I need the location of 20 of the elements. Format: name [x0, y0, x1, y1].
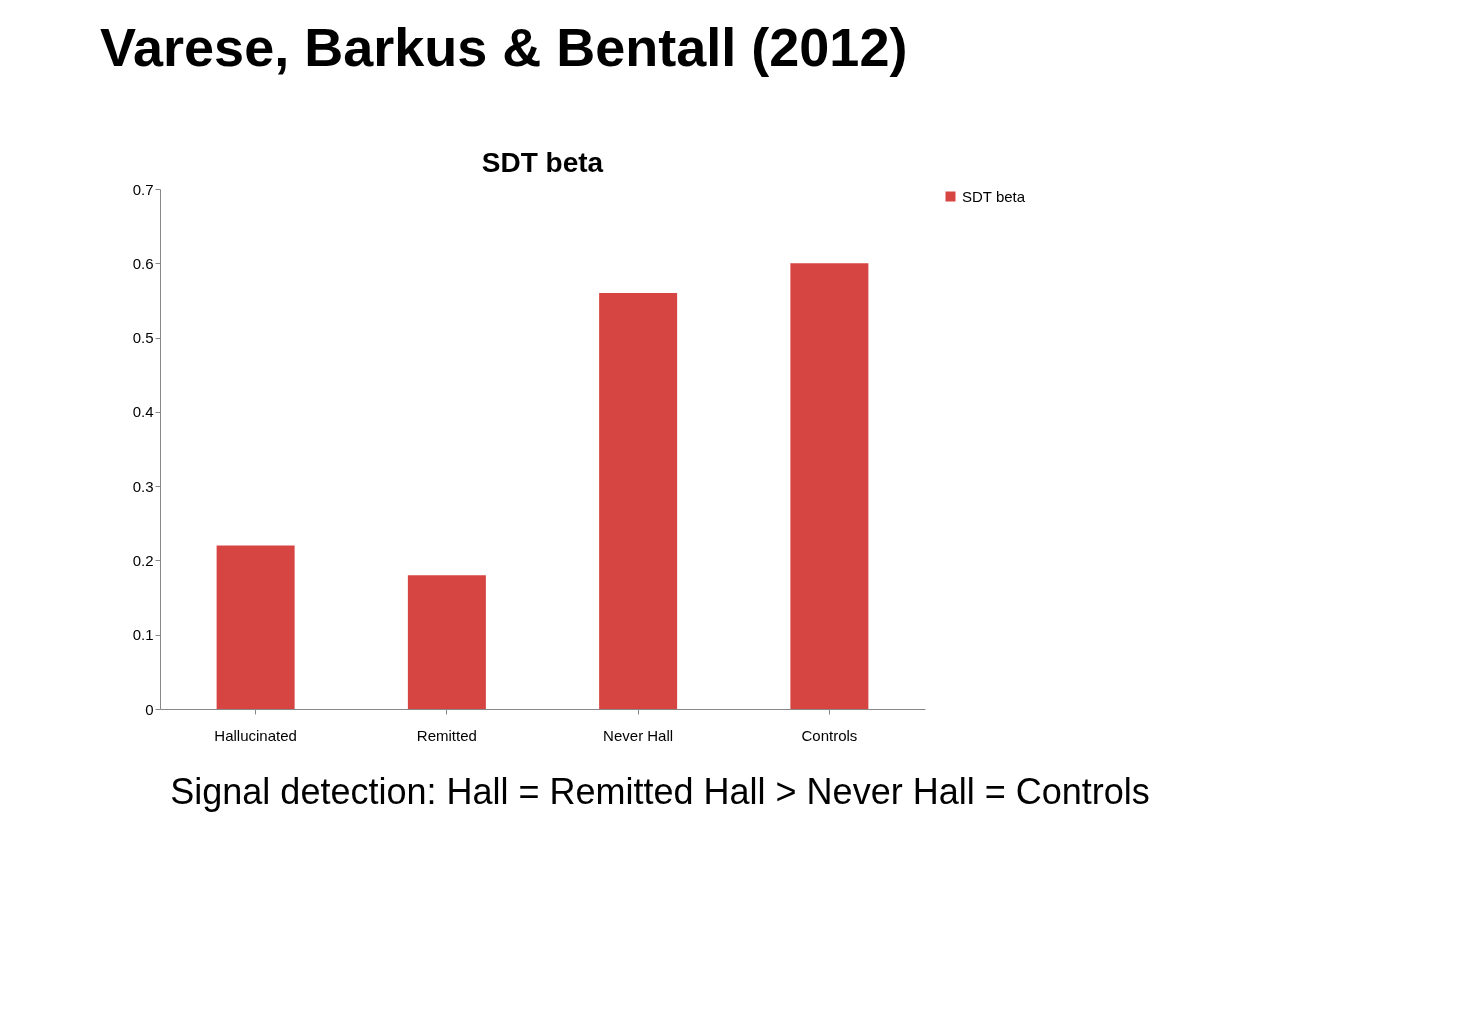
- y-tick-label: 0.4: [132, 403, 154, 421]
- y-tick-label: 0.3: [132, 477, 154, 495]
- x-tick-label: Hallucinated: [214, 726, 297, 744]
- y-tick-label: 0.5: [132, 329, 154, 347]
- y-tick-label: 0: [145, 700, 154, 718]
- y-tick-label: 0.2: [132, 551, 154, 569]
- y-tick-label: 0.1: [132, 626, 154, 644]
- text: Varese, Barkus & Bentall (2012): [100, 17, 908, 77]
- bar: [407, 575, 486, 709]
- chart-title: SDT beta: [481, 147, 604, 178]
- legend-label: SDT beta: [962, 187, 1026, 205]
- text: Signal detection: Hall = Remitted Hall > Never Hall = Controls: [170, 771, 1150, 812]
- bar: [599, 293, 678, 709]
- x-tick-label: Never Hall: [603, 726, 674, 744]
- x-tick-label: Controls: [801, 726, 858, 744]
- y-tick-label: 0.6: [132, 254, 154, 272]
- bar: [790, 263, 869, 709]
- y-tick-label: 0.7: [132, 180, 154, 198]
- bar: [216, 545, 295, 709]
- x-tick-label: Remitted: [416, 726, 477, 744]
